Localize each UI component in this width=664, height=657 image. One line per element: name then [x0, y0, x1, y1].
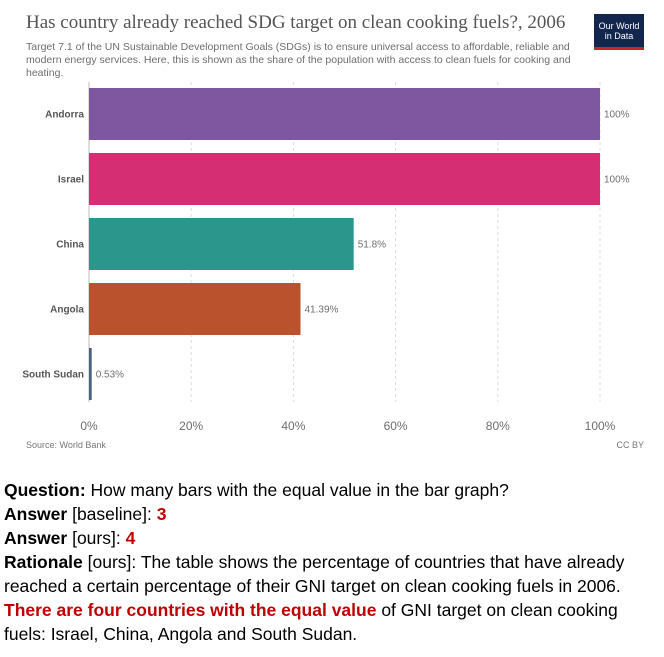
y-category-label: China — [56, 240, 84, 251]
logo-line-1: Our World — [598, 21, 640, 31]
baseline-tag: [baseline]: — [67, 504, 157, 524]
data-label: 0.53% — [96, 370, 124, 381]
y-category-label: Angola — [50, 305, 84, 316]
y-category-label: South Sudan — [22, 370, 84, 381]
x-tick-label: 80% — [486, 419, 510, 433]
x-tick-label: 40% — [281, 419, 305, 433]
rationale-label: Rationale — [4, 552, 83, 572]
y-category-label: Israel — [58, 175, 84, 186]
question-line: Question: How many bars with the equal v… — [4, 478, 660, 502]
rationale-text-1: The table shows the percentage of countr… — [4, 552, 625, 596]
bar — [89, 88, 600, 140]
our-world-in-data-logo[interactable]: Our World in Data — [594, 14, 644, 50]
data-label: 41.39% — [305, 305, 339, 316]
rationale-text-2: of GNI target on clean cooking fuels: Is… — [4, 600, 618, 644]
rationale-highlight: There are four countries with the equal … — [4, 600, 377, 620]
data-label: 100% — [604, 175, 630, 186]
bar — [89, 218, 354, 270]
data-label: 51.8% — [358, 240, 386, 251]
x-tick-label: 0% — [80, 419, 98, 433]
question-label: Question: — [4, 480, 86, 500]
ours-answer-value: 4 — [125, 528, 136, 548]
question-text: How many bars with the equal value in th… — [85, 480, 509, 500]
chart-title: Has country already reached SDG target o… — [26, 12, 566, 33]
baseline-answer-value: 3 — [156, 504, 167, 524]
rationale-tag: [ours]: — [82, 552, 141, 572]
source-note: Source: World Bank — [26, 440, 106, 450]
data-label: 100% — [604, 110, 630, 121]
rationale-line: Rationale [ours]: The table shows the pe… — [4, 550, 660, 646]
ours-tag: [ours]: — [67, 528, 126, 548]
ours-answer-line: Answer [ours]: 4 — [4, 526, 660, 550]
x-tick-label: 100% — [585, 419, 616, 433]
bar — [89, 348, 92, 400]
answer-label-ours: Answer — [4, 528, 68, 548]
bar — [89, 153, 600, 205]
baseline-answer-line: Answer [baseline]: 3 — [4, 502, 660, 526]
bar-chart: 0% 20% 40% 60% 80% 100% 100% Andorra 100% Israel 5… — [22, 82, 644, 450]
answer-label-baseline: Answer — [4, 504, 68, 524]
x-tick-label: 60% — [384, 419, 408, 433]
x-tick-label: 20% — [179, 419, 203, 433]
logo-line-2: in Data — [604, 31, 634, 41]
chart-panel: 0% 20% 40% 60% 80% 100% 100% Andorra 100% Israel 5… — [22, 12, 644, 450]
y-category-label: Andorra — [45, 110, 84, 121]
bar — [89, 283, 301, 335]
qa-panel: Question: How many bars with the equal v… — [4, 478, 660, 646]
chart-subtitle: Target 7.1 of the UN Sustainable Develop… — [26, 41, 571, 79]
license-note: CC BY — [616, 440, 644, 450]
